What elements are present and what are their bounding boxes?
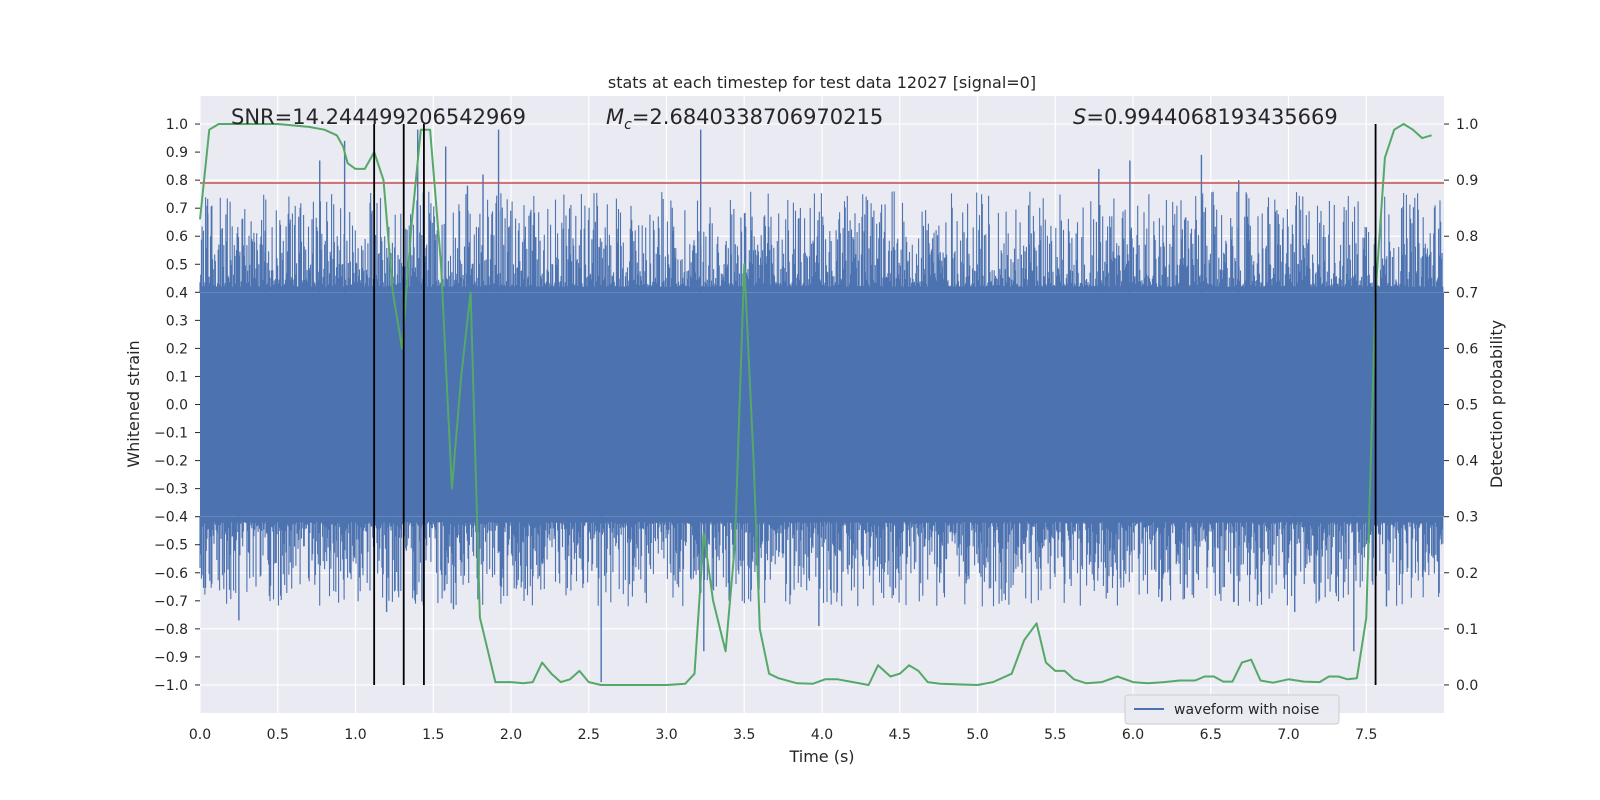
y-right-tick-label: 0.5 xyxy=(1456,398,1478,414)
x-tick-label: 5.0 xyxy=(966,727,988,743)
y-right-tick-label: 0.9 xyxy=(1456,173,1478,189)
y-tick-label: −0.6 xyxy=(154,566,188,582)
y-right-tick-label: 0.3 xyxy=(1456,510,1478,526)
annotation-s: S=0.9944068193435669 xyxy=(1073,105,1338,129)
waveform-with-noise-series xyxy=(199,129,1444,683)
y-tick-label: −1.0 xyxy=(154,678,188,694)
x-tick-label: 0.0 xyxy=(189,727,211,743)
waveform-core-band xyxy=(200,292,1444,517)
legend-label-waveform: waveform with noise xyxy=(1174,702,1319,718)
y-right-tick-label: 0.0 xyxy=(1456,678,1478,694)
x-axis-label: Time (s) xyxy=(788,747,854,766)
annotation-chirp-mass: Mc=2.6840338706970215 xyxy=(606,105,883,133)
x-tick-label: 0.5 xyxy=(267,727,289,743)
annotation-s-value: =0.9944068193435669 xyxy=(1086,105,1337,129)
y-right-tick-label: 0.2 xyxy=(1456,566,1478,582)
y-tick-label: 0.6 xyxy=(166,229,188,245)
y-tick-label: 0.4 xyxy=(166,285,188,301)
annotation-chirp-mass-subscript: c xyxy=(624,117,632,133)
y-right-tick-label: 0.7 xyxy=(1456,285,1478,301)
y-axis-right-ticks: 1.0 0.9 0.8 0.7 0.6 0.5 0.4 0.3 0.2 0.1 0.0 xyxy=(1444,117,1478,694)
legend: waveform with noise xyxy=(1124,694,1340,725)
y-tick-label: −0.5 xyxy=(154,538,188,554)
y-tick-label: 0.5 xyxy=(166,257,188,273)
legend-box xyxy=(1124,694,1340,725)
x-tick-label: 7.5 xyxy=(1355,727,1377,743)
y-tick-label: 0.9 xyxy=(166,145,188,161)
x-tick-label: 1.0 xyxy=(344,727,366,743)
y-tick-label: 0.7 xyxy=(166,201,188,217)
annotation-chirp-mass-value: =2.6840338706970215 xyxy=(632,105,883,129)
y-tick-label: 0.2 xyxy=(166,341,188,357)
y-tick-label: −0.2 xyxy=(154,454,188,470)
y-tick-label: 0.1 xyxy=(166,369,188,385)
x-tick-label: 3.0 xyxy=(655,727,677,743)
y-tick-label: −0.8 xyxy=(154,622,188,638)
y-tick-label: 1.0 xyxy=(166,117,188,133)
y-tick-label: 0.8 xyxy=(166,173,188,189)
y-tick-label: −0.3 xyxy=(154,482,188,498)
annotation-snr: SNR=14.244499206542969 xyxy=(231,105,526,129)
x-tick-label: 4.5 xyxy=(889,727,911,743)
y-tick-label: 0.3 xyxy=(166,313,188,329)
x-tick-label: 2.0 xyxy=(500,727,522,743)
x-tick-label: 3.5 xyxy=(733,727,755,743)
y-tick-label: −0.4 xyxy=(154,510,188,526)
x-tick-label: 6.0 xyxy=(1122,727,1144,743)
y-axis-right-label: Detection probability xyxy=(1487,320,1506,488)
y-right-tick-label: 1.0 xyxy=(1456,117,1478,133)
x-tick-label: 1.5 xyxy=(422,727,444,743)
x-tick-label: 5.5 xyxy=(1044,727,1066,743)
y-right-tick-label: 0.1 xyxy=(1456,622,1478,638)
y-axis-ticks: 1.0 0.9 0.8 0.7 0.6 0.5 0.4 0.3 0.2 0.1 0.0 −0.1 −0.… xyxy=(154,117,200,694)
y-tick-label: 0.0 xyxy=(166,398,188,414)
y-tick-label: −0.9 xyxy=(154,650,188,666)
x-tick-label: 2.5 xyxy=(578,727,600,743)
x-tick-label: 7.0 xyxy=(1277,727,1299,743)
y-axis-label: Whitened strain xyxy=(124,340,143,467)
waveform-lower-excursions xyxy=(199,516,1444,607)
y-right-tick-label: 0.4 xyxy=(1456,454,1478,470)
chart-title: stats at each timestep for test data 120… xyxy=(608,73,1036,92)
x-tick-label: 4.0 xyxy=(811,727,833,743)
waveform-upper-excursions xyxy=(199,191,1444,293)
annotation-s-symbol: S xyxy=(1073,105,1086,129)
event-lines xyxy=(373,124,1377,685)
y-tick-label: −0.1 xyxy=(154,426,188,442)
annotation-chirp-mass-symbol: M xyxy=(606,105,624,129)
x-axis-ticks: 0.0 0.5 1.0 1.5 2.0 2.5 3.0 3.5 4.0 4.5 5.0 5.5 6.0 6… xyxy=(189,727,1378,743)
y-tick-label: −0.7 xyxy=(154,594,188,610)
y-right-tick-label: 0.8 xyxy=(1456,229,1478,245)
y-right-tick-label: 0.6 xyxy=(1456,341,1478,357)
x-tick-label: 6.5 xyxy=(1200,727,1222,743)
